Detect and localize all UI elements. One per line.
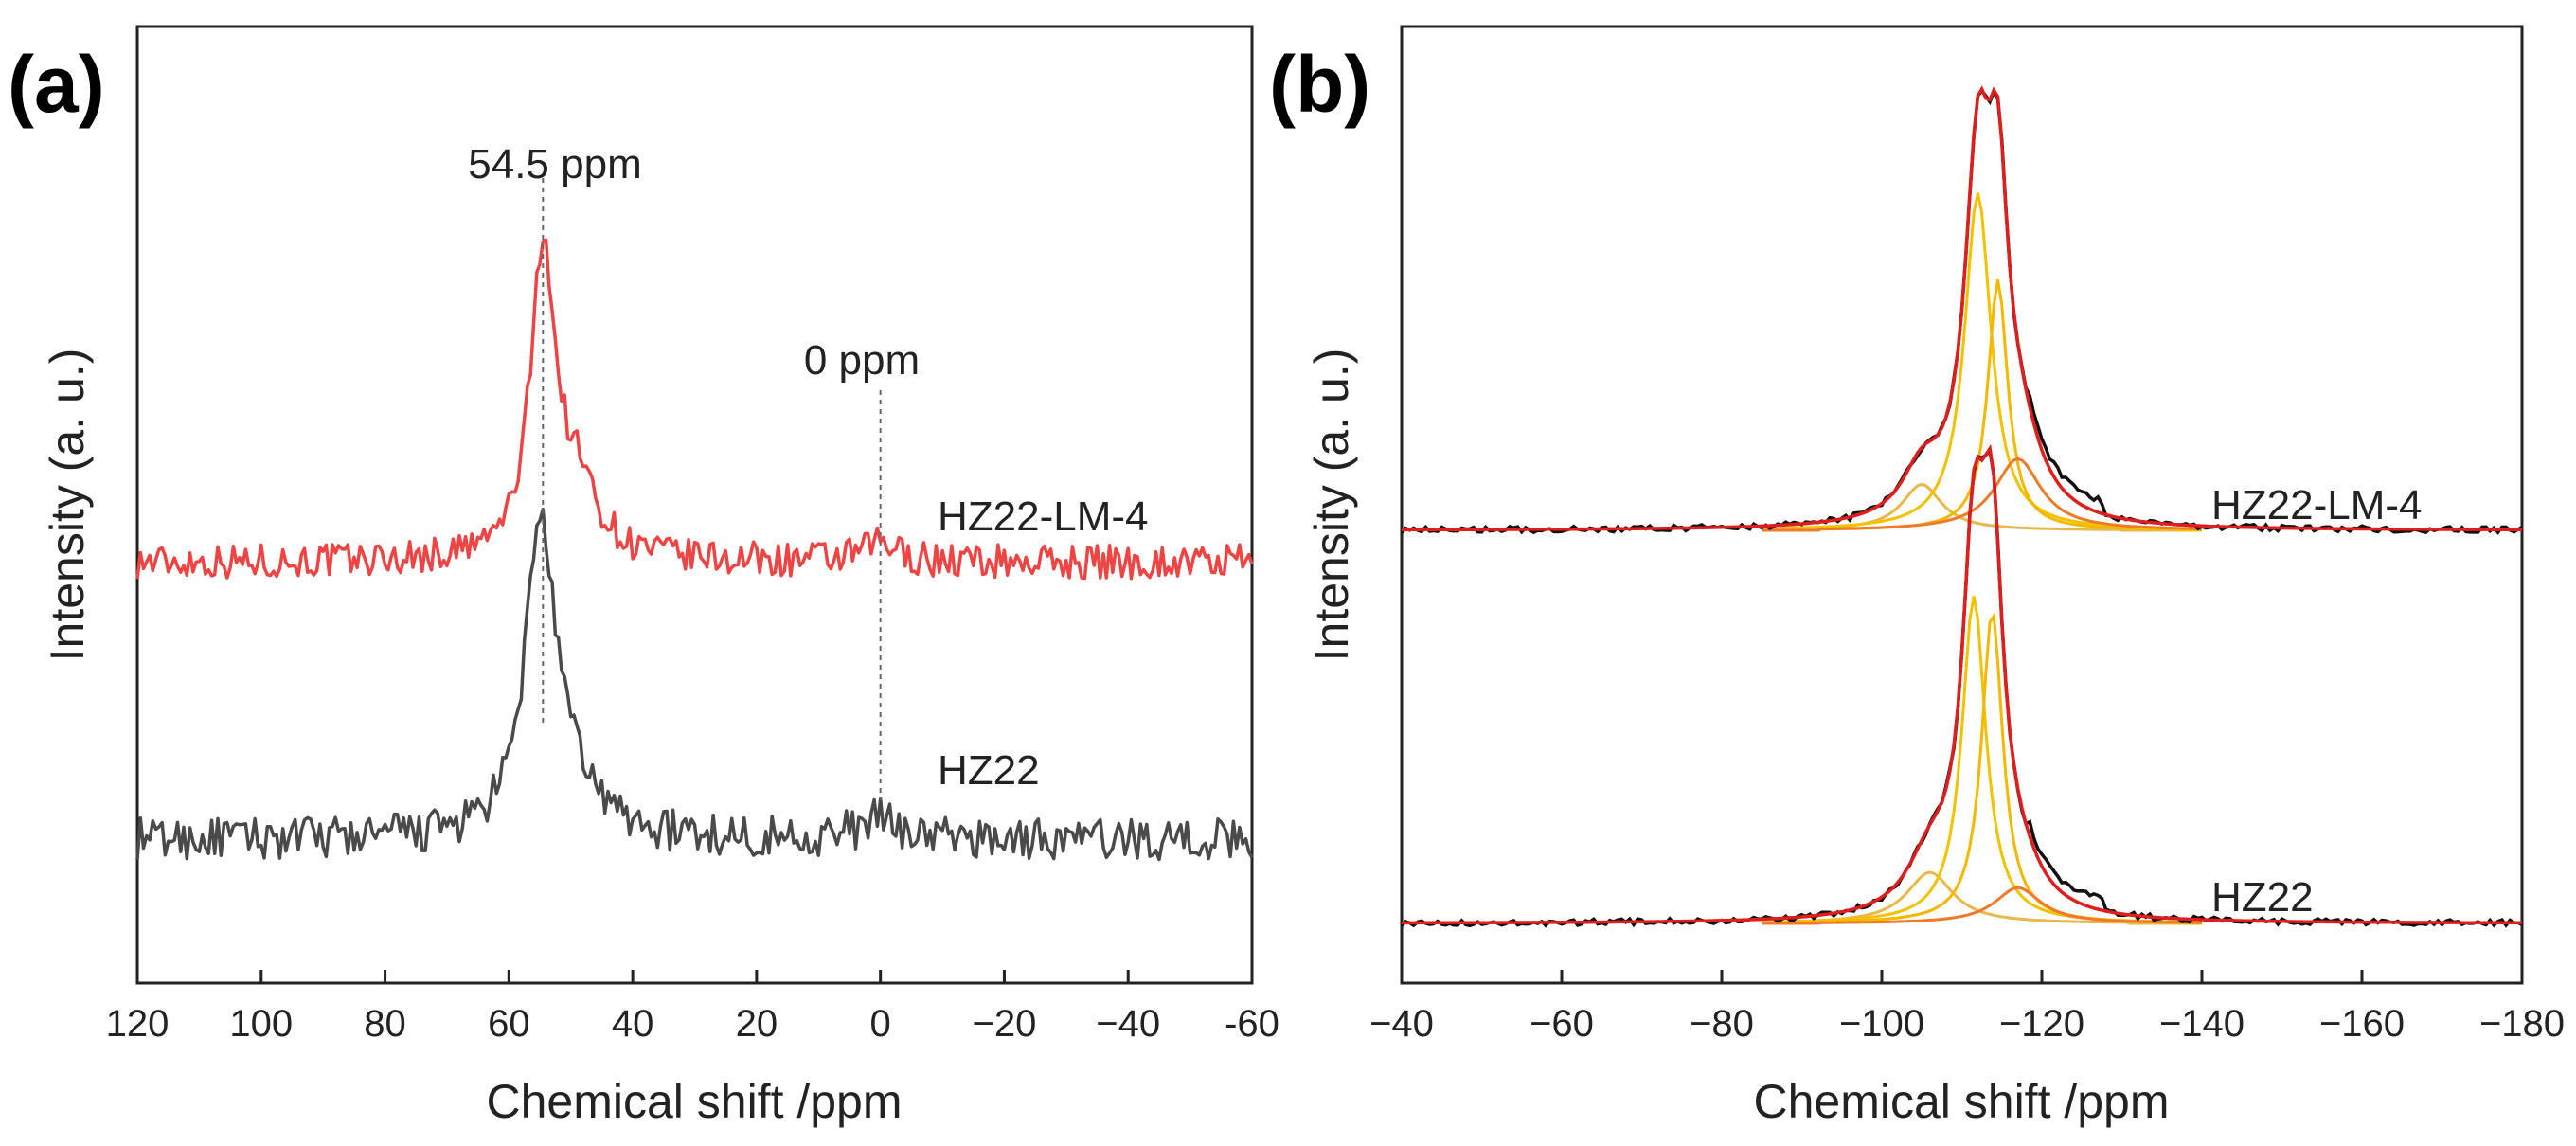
panel-a: (a) 120 100 80 60 40 20 0 −20 −40 -60 54.5 ppm 0 p…	[8, 25, 1279, 1128]
panel-a-x-ticks: 120 100 80 60 40 20 0 −20 −40 -60	[106, 970, 1279, 1045]
panel-a-x-tick-label: −20	[973, 1003, 1037, 1045]
panel-b-annotations: HZ22-LM-4 HZ22	[2211, 482, 2423, 921]
panel-a-x-tick-label: 20	[736, 1003, 778, 1045]
panel-b-x-tick-label: −120	[1999, 1003, 2084, 1045]
panel-b-hz22-fit	[1402, 443, 2522, 925]
panel-b-label: (b)	[1269, 40, 1370, 129]
panel-b: (b) −40 −60 −80 −100 −120 −140 −160 −180 HZ22-L…	[1269, 25, 2565, 1128]
panel-a-x-tick-label: 120	[106, 1003, 170, 1045]
panel-a-x-tick-label: −40	[1096, 1003, 1160, 1045]
panel-a-frame	[135, 25, 1254, 985]
panel-b-frame	[1400, 25, 2524, 985]
panel-a-x-tick-label: 0	[870, 1003, 891, 1045]
panel-a-annotation-0-ppm: 0 ppm	[804, 337, 920, 384]
panel-b-series	[1400, 85, 2523, 928]
panel-a-x-axis-label: Chemical shift /ppm	[486, 1075, 902, 1128]
panel-b-x-tick-label: −80	[1690, 1003, 1754, 1045]
panel-b-hz22-lm-4-component-2	[1762, 192, 2202, 532]
panel-b-x-tick-label: −180	[2479, 1003, 2565, 1045]
panel-b-hz22-component-2	[1762, 596, 2202, 925]
panel-a-x-tick-label: 40	[612, 1003, 654, 1045]
panel-a-annotation-54-ppm: 54.5 ppm	[468, 141, 641, 188]
panel-b-x-tick-label: −140	[2159, 1003, 2245, 1045]
panel-b-x-tick-label: −40	[1369, 1003, 1434, 1045]
panel-b-y-axis-label: Intensity (a. u.)	[1305, 349, 1358, 662]
panel-a-annotations: 54.5 ppm 0 ppm HZ22-LM-4 HZ22	[468, 141, 1149, 800]
panel-b-series-label-hz22-lm-4: HZ22-LM-4	[2211, 482, 2423, 528]
panel-b-x-tick-label: −100	[1839, 1003, 1924, 1045]
panel-b-hz22-component-4	[1762, 886, 2202, 925]
panel-a-y-axis-label: Intensity (a. u.)	[41, 349, 94, 662]
panel-b-hz22-lm-4-component-3	[1762, 279, 2202, 532]
panel-b-x-ticks: −40 −60 −80 −100 −120 −140 −160 −180	[1369, 970, 2565, 1045]
panel-a-series-hz22	[135, 508, 1254, 862]
panel-a-series-label-hz22: HZ22	[938, 747, 1040, 794]
panel-a-series	[135, 238, 1254, 862]
panel-a-series-label-hz22-lm-4: HZ22-LM-4	[938, 493, 1149, 540]
panel-b-hz22-lm-4-component-1	[1762, 482, 2202, 532]
panel-b-x-tick-label: −160	[2319, 1003, 2405, 1045]
panel-a-x-tick-label: -60	[1225, 1003, 1279, 1045]
panel-b-hz22-lm-4-fit	[1401, 85, 2522, 532]
panel-b-x-axis-label: Chemical shift /ppm	[1753, 1075, 2169, 1128]
panel-a-label: (a)	[8, 40, 105, 129]
panel-b-x-tick-label: −60	[1530, 1003, 1594, 1045]
panel-a-x-tick-label: 100	[229, 1003, 293, 1045]
panel-b-series-label-hz22: HZ22	[2211, 874, 2314, 921]
panel-b-hz22-lm-4-component-4	[1762, 457, 2203, 532]
panel-a-x-tick-label: 80	[364, 1003, 406, 1045]
panel-a-x-tick-label: 60	[488, 1003, 530, 1045]
panel-a-series-hz22-lm-4	[135, 238, 1254, 581]
